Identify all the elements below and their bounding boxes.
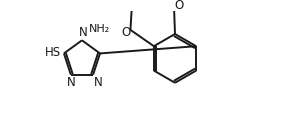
Text: O: O (121, 26, 130, 39)
Text: N: N (78, 25, 87, 38)
Text: HS: HS (45, 46, 61, 59)
Text: N: N (66, 76, 75, 88)
Text: O: O (174, 0, 183, 12)
Text: N: N (94, 76, 103, 88)
Text: NH₂: NH₂ (89, 24, 111, 34)
